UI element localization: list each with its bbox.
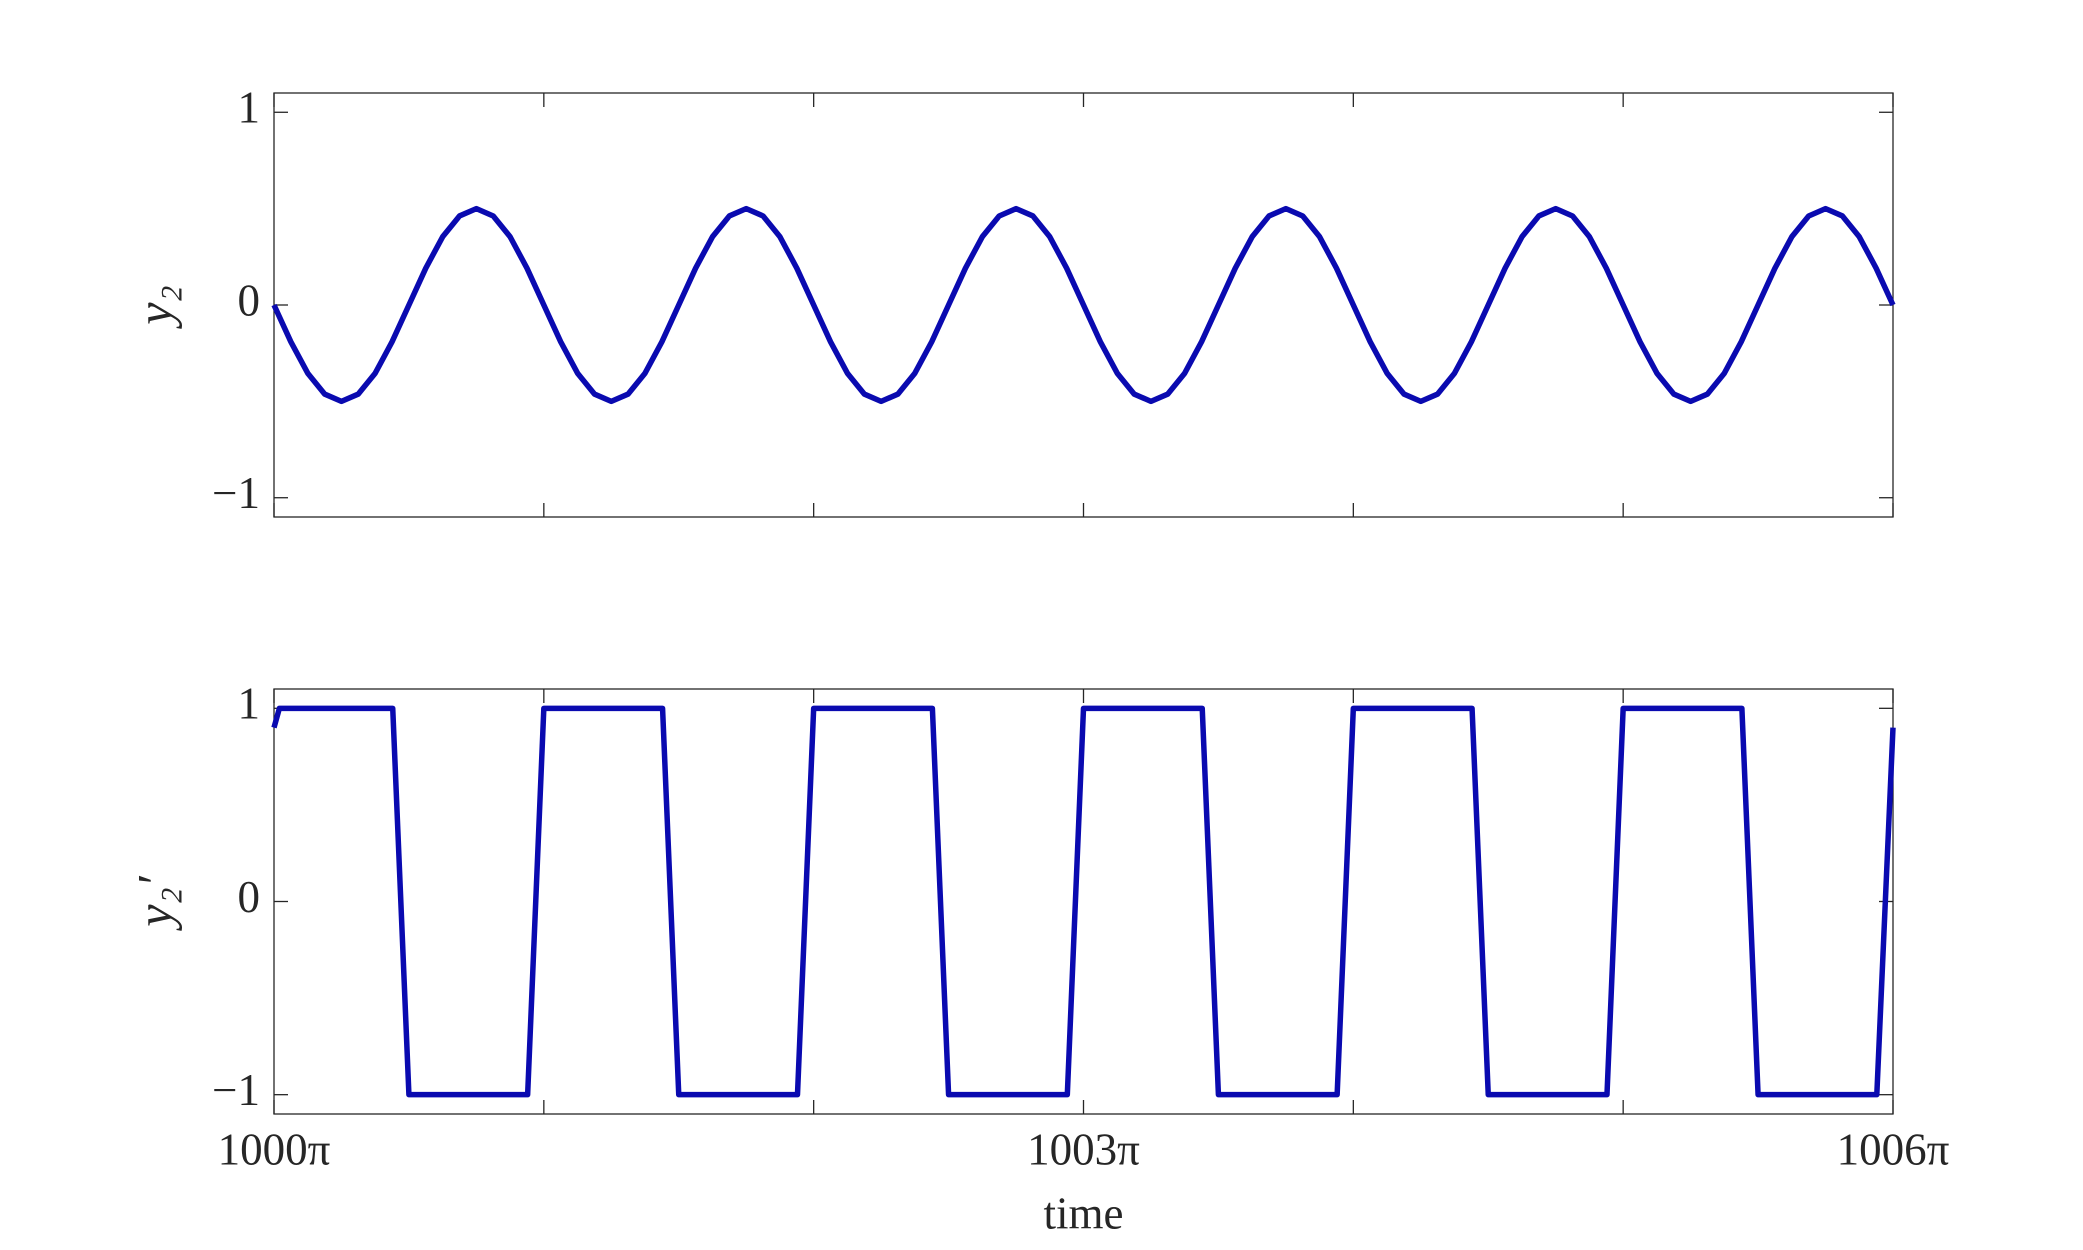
y-tick-label: −1 <box>212 1065 260 1115</box>
y-tick-label: 1 <box>238 83 261 133</box>
y-tick-label: −1 <box>212 468 260 518</box>
x-tick-label: 1000π <box>218 1124 331 1174</box>
x-axis-label: time <box>1044 1188 1124 1238</box>
x-tick-label: 1006π <box>1837 1124 1950 1174</box>
y-tick-label: 0 <box>238 275 261 325</box>
y-axis-label: y₂ <box>126 285 182 330</box>
y-axis-label: y₂′ <box>126 875 182 932</box>
data-line <box>271 705 1896 1098</box>
data-line <box>271 205 1896 405</box>
y-tick-label: 1 <box>238 679 261 729</box>
x-tick-label: 1003π <box>1027 1124 1140 1174</box>
y-tick-label: 0 <box>238 872 261 922</box>
